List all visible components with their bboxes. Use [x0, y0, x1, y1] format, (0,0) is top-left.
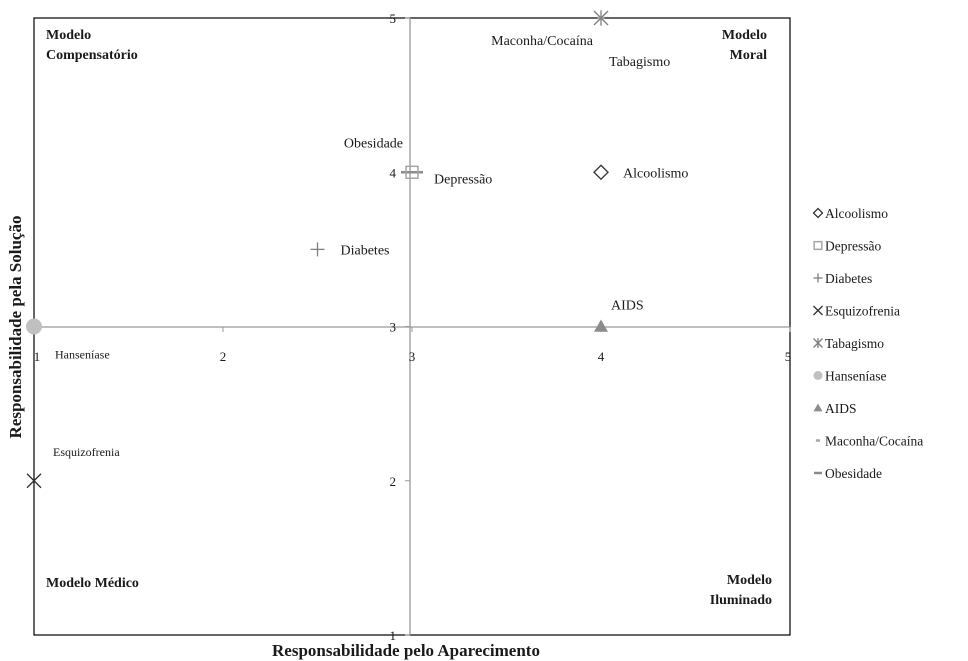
y-tick-label: 4 [390, 165, 397, 180]
legend-label: Maconha/Cocaína [825, 434, 923, 449]
data-label-tabagismo: Tabagismo [609, 55, 670, 70]
y-tick-label: 5 [390, 11, 397, 26]
legend-item: Depressão [813, 239, 881, 254]
x-tick-label: 1 [34, 349, 41, 364]
data-label-obesidade: Obesidade [344, 136, 403, 151]
legend-item: Tabagismo [813, 336, 884, 351]
quadrant-label-top-right-line1: Modelo [722, 28, 767, 43]
legend-marker [812, 207, 824, 219]
quadrant-label-top-left-line1: Modelo [46, 28, 91, 43]
x-tick-label: 2 [220, 349, 227, 364]
data-label-aids: AIDS [611, 299, 644, 314]
legend-marker [813, 371, 823, 380]
legend-marker [813, 305, 823, 316]
marker-aids [594, 319, 608, 332]
y-axis-title: Responsabilidade pela Solução [6, 216, 25, 439]
legend-item: Esquizofrenia [813, 304, 900, 319]
legend-label: Alcoolismo [825, 206, 888, 221]
legend-item: Alcoolismo [812, 206, 888, 221]
legend-label: AIDS [825, 401, 857, 416]
y-tick-label: 1 [390, 628, 397, 643]
legend-label: Depressão [825, 239, 881, 254]
legend-marker [813, 338, 823, 348]
quadrant-label-bottom-right-line2: Iluminado [710, 593, 772, 608]
legend-item: Hanseníase [813, 369, 886, 384]
x-tick-label: 4 [598, 349, 605, 364]
legend-item: Maconha/Cocaína [815, 434, 923, 449]
legend-marker [813, 240, 823, 251]
y-tick-label: 2 [390, 474, 397, 489]
legend-label: Esquizofrenia [825, 304, 900, 319]
legend-item: Obesidade [814, 466, 882, 481]
data-label-maconha-coca-na: Maconha/Cocaína [491, 34, 594, 49]
data-label-diabetes: Diabetes [341, 243, 390, 258]
x-tick-label: 5 [785, 349, 792, 364]
quadrant-label-top-right-line2: Moral [730, 48, 767, 63]
quadrant-label-bottom-left: Modelo Médico [46, 576, 139, 591]
quadrant-label-top-left-line2: Compensatório [46, 48, 138, 63]
x-tick-label: 3 [409, 349, 416, 364]
data-markers [26, 10, 609, 489]
marker-hansen-ase [26, 318, 42, 335]
y-tick-label: 3 [390, 320, 397, 335]
quadrant-label-bottom-right-line1: Modelo [727, 573, 772, 588]
x-axis-title: Responsabilidade pelo Aparecimento [272, 641, 540, 660]
data-label-depress-o: Depressão [434, 172, 492, 187]
marker-diabetes [310, 242, 325, 257]
data-label-esquizofrenia: Esquizofrenia [53, 445, 120, 459]
legend-item: Diabetes [813, 271, 872, 286]
legend-label: Tabagismo [825, 336, 884, 351]
data-label-hansen-ase: Hanseníase [55, 348, 110, 362]
legend-label: Hanseníase [825, 369, 886, 384]
legend-marker [813, 403, 823, 412]
marker-tabagismo [593, 10, 609, 26]
x-axis-ticks: 1 2 3 4 5 [33, 327, 792, 364]
legend-label: Obesidade [825, 466, 882, 481]
legend-label: Diabetes [825, 271, 872, 286]
legend: Alcoolismo Depressão Diabetes Esquizofrenia… [812, 206, 923, 481]
legend-item: AIDS [813, 401, 857, 416]
legend-marker [813, 273, 823, 283]
marker-alcoolismo [593, 164, 609, 181]
data-label-alcoolismo: Alcoolismo [623, 166, 688, 181]
marker-depress-o [405, 165, 419, 179]
marker-esquizofrenia [26, 473, 42, 489]
data-labels: Alcoolismo Depressão Diabetes Esquizofrenia… [53, 34, 688, 459]
